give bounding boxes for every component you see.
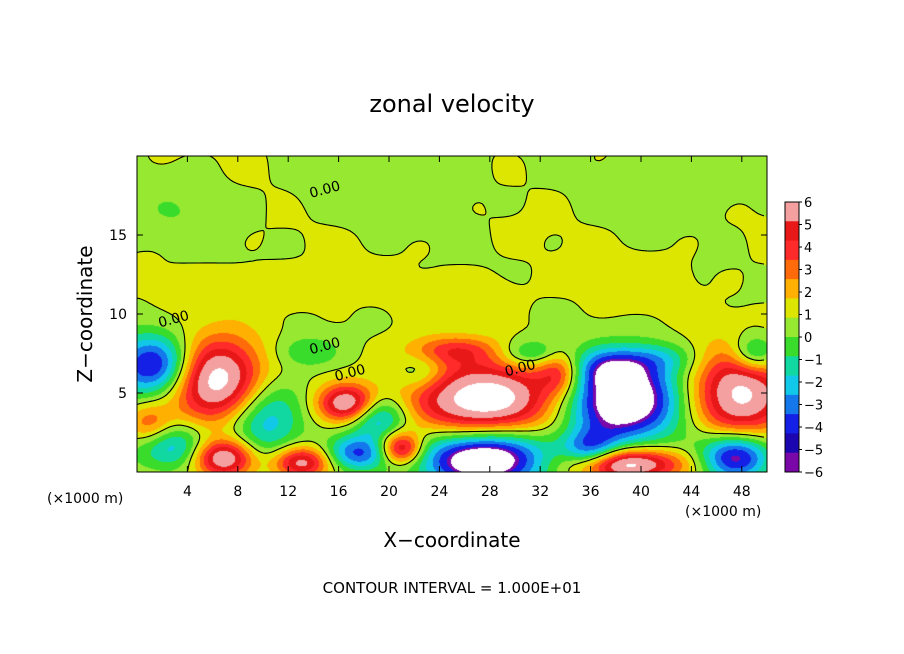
colorbar-swatch: [785, 414, 799, 434]
colorbar-tick-label: −1: [804, 354, 823, 369]
contour-label: 0.00: [308, 178, 342, 202]
x-tick-label: 48: [733, 484, 751, 500]
x-tick-label: 24: [430, 484, 448, 500]
colorbar-swatch: [785, 452, 799, 473]
x-tick-label: 8: [233, 484, 242, 500]
colorbar-tick-label: −6: [804, 466, 823, 481]
colorbar-tick-label: 6: [804, 196, 812, 211]
colorbar-swatch: [785, 240, 799, 261]
x-tick-label: 4: [183, 484, 192, 500]
x-tick-label: 36: [582, 484, 600, 500]
x-units-left: (×1000 m): [47, 491, 123, 507]
colorbar-tick-label: −3: [804, 399, 823, 414]
contour-label: 0.00: [157, 308, 191, 332]
contour-label: 0.00: [308, 335, 342, 359]
x-axis: 4 8 12 16 20 24 28 32 36 40 44 48: [183, 156, 751, 500]
colorbar-tick-label: 3: [804, 264, 812, 279]
y-tick-label: 15: [109, 228, 127, 244]
x-tick-label: 32: [531, 484, 549, 500]
x-axis-label: X−coordinate: [383, 528, 520, 552]
y-tick-label: 10: [109, 307, 127, 323]
colorbar-swatch: [785, 259, 799, 280]
x-tick-label: 12: [279, 484, 297, 500]
x-tick-label: 16: [330, 484, 348, 500]
colorbar-tick-label: 4: [804, 241, 812, 256]
y-axis-label: Z−coordinate: [73, 245, 97, 382]
x-tick-label: 40: [632, 484, 650, 500]
colorbar-swatch: [785, 279, 799, 299]
contour-label: 0.00: [503, 357, 537, 381]
contour-label: 0.00: [333, 362, 367, 386]
colorbar-tick-label: −4: [804, 421, 823, 436]
colorbar-swatch: [785, 298, 799, 319]
colorbar-swatch: [785, 221, 799, 242]
x-tick-label: 28: [481, 484, 499, 500]
y-axis: 5 10 15: [109, 228, 767, 402]
colorbar-tick-label: 5: [804, 219, 812, 234]
chart-title: zonal velocity: [369, 90, 534, 118]
colorbar-tick-label: −2: [804, 376, 823, 391]
contour-interval-note: CONTOUR INTERVAL = 1.000E+01: [323, 579, 582, 597]
colorbar-swatch: [785, 394, 799, 415]
colorbar-tick-label: 1: [804, 309, 812, 324]
y-tick-label: 5: [118, 386, 127, 402]
x-tick-label: 20: [380, 484, 398, 500]
zero-contours: [137, 156, 765, 472]
colorbar-swatch: [785, 356, 799, 377]
x-tick-label: 44: [682, 484, 700, 500]
colorbar-tick-label: 2: [804, 286, 812, 301]
colorbar-swatch: [785, 202, 799, 222]
colorbar: 6 5 4 3 2 1 0 −1 −2 −3 −4 −5 −6: [784, 196, 823, 481]
zero-contour-line: [137, 156, 765, 472]
colorbar-swatch: [785, 337, 799, 357]
contour-labels: 0.00 0.00 0.00 0.00 0.00: [157, 178, 538, 385]
colorbar-swatch: [785, 317, 799, 338]
colorbar-tick-label: 0: [804, 331, 812, 346]
colorbar-tick-label: −5: [804, 444, 823, 459]
x-units-right: (×1000 m): [685, 504, 761, 520]
colorbar-swatch: [785, 375, 799, 396]
colorbar-swatch: [785, 433, 799, 454]
velocity-field: [137, 156, 767, 472]
